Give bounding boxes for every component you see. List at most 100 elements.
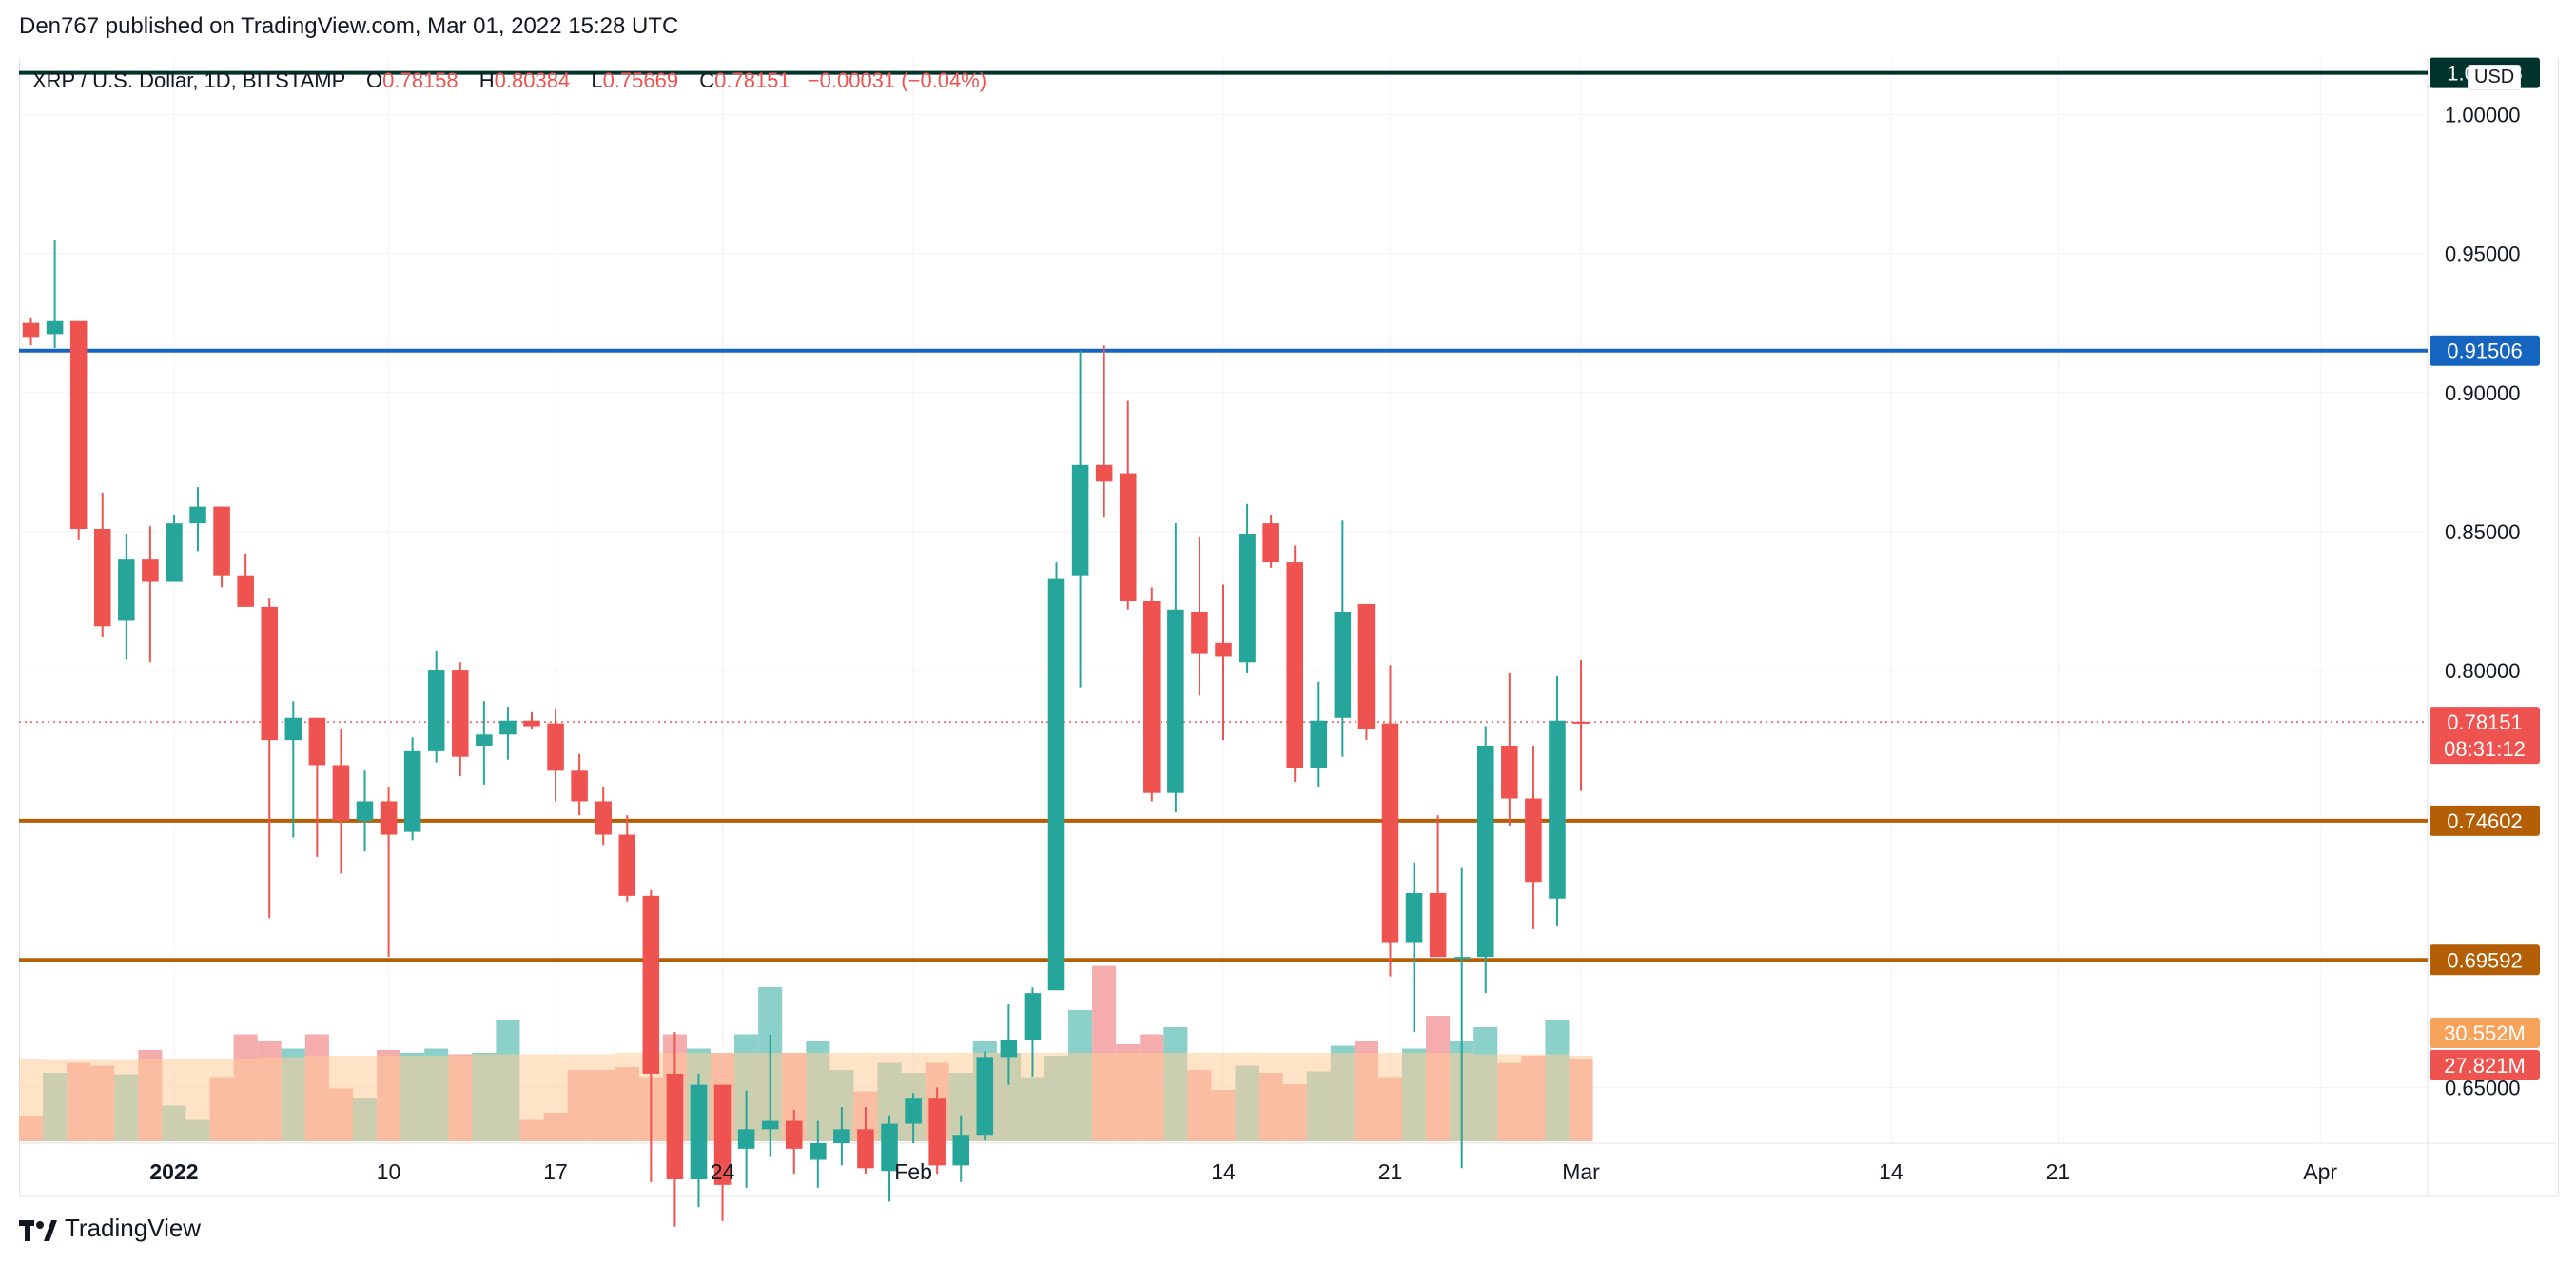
volume-ma-tag-box bbox=[2430, 1018, 2540, 1048]
candle-body bbox=[1167, 609, 1184, 793]
candle-body bbox=[284, 717, 302, 741]
publisher-line: Den767 published on TradingView.com, Mar… bbox=[19, 13, 679, 39]
candle-body bbox=[213, 506, 230, 576]
candle-body bbox=[69, 320, 88, 529]
candle-body bbox=[857, 1129, 874, 1169]
candle-body bbox=[1047, 578, 1065, 991]
candle-body bbox=[308, 717, 326, 766]
symbol-name[interactable]: XRP / U.S. Dollar, 1D, BITSTAMP bbox=[32, 68, 345, 92]
candle-body bbox=[22, 322, 40, 338]
candle-body bbox=[142, 559, 159, 582]
candle-body bbox=[261, 606, 279, 741]
x-tick-label: 21 bbox=[2046, 1159, 2071, 1184]
volume-ma-area bbox=[19, 1053, 1593, 1141]
x-tick-label: 14 bbox=[1879, 1159, 1903, 1184]
level-price-tag: 0.74602 bbox=[2447, 809, 2523, 833]
last-price-tag-box bbox=[2430, 707, 2540, 765]
candle-body bbox=[237, 575, 254, 607]
close-value: 0.78151 bbox=[714, 68, 790, 92]
candle-body bbox=[452, 670, 469, 757]
open-value: 0.78158 bbox=[382, 68, 459, 92]
candle-body bbox=[118, 559, 135, 621]
level-price-tag-box bbox=[2430, 335, 2540, 366]
y-tick-label: 1.00000 bbox=[2445, 103, 2521, 126]
candle-body bbox=[618, 834, 636, 896]
candle-body bbox=[1143, 601, 1161, 793]
candle-body bbox=[46, 320, 64, 335]
candle-body bbox=[1239, 534, 1256, 663]
candle-body bbox=[166, 523, 183, 582]
x-tick-label: Feb bbox=[894, 1159, 932, 1184]
candle-body bbox=[1501, 746, 1518, 799]
close-label: C bbox=[699, 68, 715, 92]
low-value: 0.75669 bbox=[602, 68, 679, 92]
candle-body bbox=[571, 770, 588, 802]
candle-body bbox=[1357, 603, 1376, 729]
candle-body bbox=[1286, 562, 1303, 768]
candle-body bbox=[881, 1123, 898, 1172]
candle-body bbox=[976, 1057, 994, 1136]
candle-body bbox=[189, 506, 206, 524]
open-label: O bbox=[366, 68, 383, 92]
candle-body bbox=[427, 670, 445, 751]
candle-body bbox=[737, 1129, 755, 1149]
candle-body bbox=[713, 1084, 732, 1185]
candle-body bbox=[833, 1129, 850, 1143]
candle-body bbox=[523, 720, 540, 727]
candle-body bbox=[905, 1098, 922, 1124]
level-price-tag: 0.69592 bbox=[2447, 948, 2523, 972]
change-value: −0.00031 (−0.04%) bbox=[807, 68, 987, 92]
x-tick-label: Mar bbox=[1562, 1159, 1600, 1184]
y-tick-label: 0.80000 bbox=[2445, 659, 2521, 683]
candle-body bbox=[761, 1120, 779, 1130]
candle-body bbox=[1429, 892, 1447, 958]
tradingview-logo[interactable]: TradingView bbox=[19, 1214, 201, 1243]
candle-body bbox=[1453, 957, 1471, 960]
candle-body bbox=[1334, 612, 1352, 718]
candle-body bbox=[1024, 993, 1042, 1040]
countdown-tag: 08:31:12 bbox=[2444, 737, 2526, 761]
volume-ma-tag: 30.552M bbox=[2444, 1021, 2526, 1045]
candle-body bbox=[1549, 720, 1566, 899]
candle-body bbox=[356, 801, 374, 821]
x-tick-label: 14 bbox=[1211, 1159, 1236, 1184]
candle-body bbox=[785, 1120, 803, 1149]
level-price-tag-box bbox=[2430, 944, 2540, 976]
chart-frame bbox=[19, 59, 2559, 1196]
level-price-tag-box bbox=[2430, 805, 2540, 836]
low-label: L bbox=[591, 68, 603, 92]
candle-body bbox=[1000, 1040, 1018, 1058]
candle-body bbox=[1095, 464, 1113, 482]
candle-body bbox=[1119, 473, 1137, 601]
brand-name: TradingView bbox=[65, 1214, 202, 1242]
high-label: H bbox=[478, 68, 495, 92]
candle-body bbox=[547, 723, 564, 771]
candle-body bbox=[1381, 723, 1399, 943]
candle-body bbox=[1071, 464, 1089, 576]
currency-button[interactable]: USD bbox=[2468, 65, 2522, 90]
candle-body bbox=[1525, 798, 1542, 883]
high-value: 0.80384 bbox=[494, 68, 571, 92]
candle-body bbox=[499, 720, 517, 735]
candle-body bbox=[332, 765, 350, 821]
candle-body bbox=[380, 801, 398, 835]
candle-body bbox=[1476, 746, 1494, 958]
y-tick-label: 0.85000 bbox=[2445, 520, 2521, 544]
candle-body bbox=[928, 1098, 946, 1166]
candle-body bbox=[1310, 720, 1328, 768]
candle-body bbox=[1405, 892, 1423, 943]
x-tick-label: 17 bbox=[543, 1159, 568, 1184]
candle-body bbox=[690, 1084, 708, 1179]
tradingview-logo-icon bbox=[19, 1218, 57, 1241]
candle-body bbox=[595, 801, 612, 835]
candle-body bbox=[952, 1135, 970, 1166]
level-price-tag: 0.91506 bbox=[2447, 340, 2523, 363]
x-tick-label: 24 bbox=[711, 1159, 735, 1184]
x-tick-label: Apr bbox=[2303, 1159, 2337, 1184]
candle-body bbox=[93, 529, 111, 627]
candle-body bbox=[403, 750, 421, 832]
candle-body bbox=[1215, 642, 1232, 657]
x-tick-label: 2022 bbox=[149, 1159, 198, 1184]
candle-body bbox=[642, 895, 660, 1074]
